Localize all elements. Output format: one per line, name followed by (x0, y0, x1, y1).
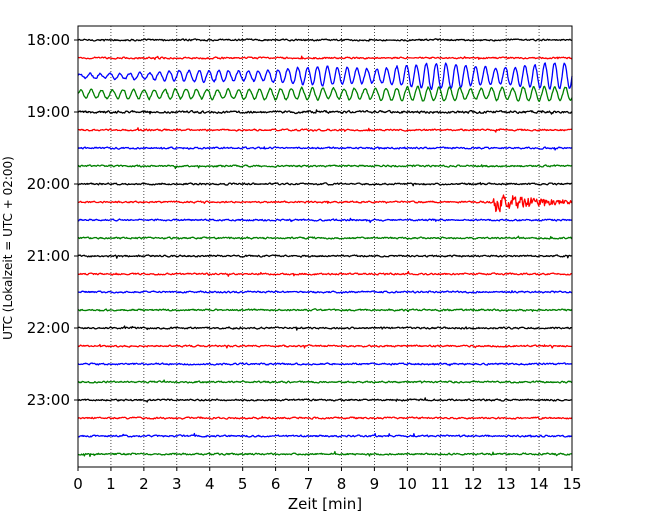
trace-2000 (77, 181, 573, 187)
y-tick-label-2300: 23:00 (27, 391, 70, 409)
plot-frame (77, 25, 573, 468)
trace-2115 (77, 270, 573, 277)
trace-2015 (77, 194, 573, 213)
trace-1945 (77, 164, 573, 170)
trace-1845 (77, 85, 573, 102)
trace-2315 (77, 415, 573, 420)
trace-2145 (78, 308, 573, 313)
x-tick-label-14: 14 (530, 475, 549, 493)
trace-2245 (77, 379, 573, 384)
trace-1900 (77, 109, 573, 115)
x-tick-label-5: 5 (238, 475, 248, 493)
trace-2130 (77, 290, 573, 294)
trace-2345 (77, 450, 573, 458)
x-tick-label-12: 12 (464, 475, 483, 493)
x-tick-label-2: 2 (139, 475, 149, 493)
y-tick-label-1900: 19:00 (27, 103, 70, 121)
x-tick-label-15: 15 (562, 475, 581, 493)
trace-2030 (77, 217, 573, 224)
x-tick-label-6: 6 (271, 475, 281, 493)
trace-2230 (77, 362, 573, 367)
trace-2100 (77, 254, 573, 259)
x-tick-label-7: 7 (304, 475, 314, 493)
x-tick-label-4: 4 (205, 475, 215, 493)
trace-2200 (77, 325, 573, 331)
trace-2215 (77, 343, 572, 349)
x-tick-label-13: 13 (497, 475, 516, 493)
trace-2045 (77, 235, 573, 240)
x-axis-title: Zeit [min] (288, 495, 362, 513)
y-tick-label-2100: 21:00 (27, 247, 70, 265)
x-tick-label-1: 1 (106, 475, 116, 493)
y-tick-label-2000: 20:00 (27, 175, 70, 193)
y-axis-title: UTC (Lokalzeit = UTC + 02:00) (1, 156, 15, 340)
trace-1830 (77, 62, 573, 91)
trace-1915 (77, 127, 573, 133)
trace-2300 (77, 397, 573, 403)
trace-1930 (77, 146, 573, 151)
trace-1815 (77, 55, 573, 61)
x-tick-label-0: 0 (73, 475, 83, 493)
y-axis-ticks: 18:00 19:00 20:00 21:00 22:00 23:00 (27, 31, 78, 409)
x-tick-label-10: 10 (398, 475, 417, 493)
plot-background (78, 26, 572, 467)
seismic-traces (77, 38, 573, 458)
trace-2330 (77, 432, 573, 438)
trace-1800 (77, 38, 573, 42)
x-tick-label-8: 8 (337, 475, 347, 493)
x-tick-label-3: 3 (172, 475, 182, 493)
y-tick-label-1800: 18:00 (27, 31, 70, 49)
x-tick-label-11: 11 (431, 475, 450, 493)
y-tick-label-2200: 22:00 (27, 319, 70, 337)
x-axis-ticks: 0 1 2 3 4 5 6 7 8 9 10 11 12 13 14 15 (73, 467, 582, 493)
x-tick-label-9: 9 (370, 475, 380, 493)
